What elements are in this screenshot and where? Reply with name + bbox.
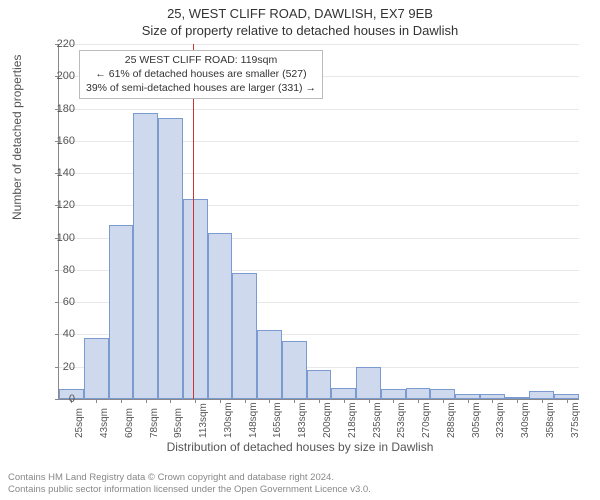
x-tick [146, 399, 147, 403]
x-tick-label: 375sqm [570, 402, 581, 438]
y-tick-label: 220 [45, 38, 75, 50]
histogram-bar [430, 389, 455, 399]
x-tick-label: 25sqm [74, 408, 85, 438]
histogram-bar [158, 118, 183, 399]
y-axis-label: Number of detached properties [10, 55, 24, 220]
y-tick-label: 0 [45, 393, 75, 405]
x-tick [269, 399, 270, 403]
y-tick-label: 140 [45, 167, 75, 179]
grid-line [59, 44, 579, 45]
x-tick [542, 399, 543, 403]
y-tick-label: 60 [45, 296, 75, 308]
y-tick-label: 200 [45, 70, 75, 82]
x-tick [294, 399, 295, 403]
histogram-bar [109, 225, 134, 399]
x-tick-label: 95sqm [173, 408, 184, 438]
x-axis-label: Distribution of detached houses by size … [0, 440, 600, 454]
histogram-bar [381, 389, 406, 399]
footer-line-2: Contains public sector information licen… [8, 484, 371, 496]
x-tick [418, 399, 419, 403]
x-tick-label: 60sqm [124, 408, 135, 438]
plot-area: 25 WEST CLIFF ROAD: 119sqm ← 61% of deta… [58, 44, 579, 400]
x-tick-label: 323sqm [495, 402, 506, 438]
y-tick-label: 80 [45, 264, 75, 276]
x-tick [319, 399, 320, 403]
x-tick [170, 399, 171, 403]
y-tick-label: 160 [45, 135, 75, 147]
x-tick [393, 399, 394, 403]
annotation-line-1: 25 WEST CLIFF ROAD: 119sqm [86, 53, 316, 67]
x-tick [468, 399, 469, 403]
x-tick-label: 270sqm [421, 402, 432, 438]
x-tick-label: 358sqm [545, 402, 556, 438]
histogram-bar [133, 113, 158, 399]
chart-subtitle: Size of property relative to detached ho… [0, 21, 600, 38]
x-tick-label: 305sqm [471, 402, 482, 438]
y-tick-label: 20 [45, 361, 75, 373]
x-tick-label: 130sqm [223, 402, 234, 438]
x-tick [443, 399, 444, 403]
footer-credits: Contains HM Land Registry data © Crown c… [8, 472, 371, 496]
x-tick-label: 218sqm [347, 402, 358, 438]
x-tick [517, 399, 518, 403]
x-tick-label: 200sqm [322, 402, 333, 438]
x-tick [121, 399, 122, 403]
histogram-bar [232, 273, 257, 399]
x-tick-label: 235sqm [372, 402, 383, 438]
y-tick-label: 120 [45, 199, 75, 211]
histogram-bar [183, 199, 208, 399]
footer-line-1: Contains HM Land Registry data © Crown c… [8, 472, 371, 484]
histogram-bar [406, 388, 431, 399]
x-tick-label: 43sqm [99, 408, 110, 438]
x-tick [220, 399, 221, 403]
x-tick [96, 399, 97, 403]
histogram-bar [257, 330, 282, 399]
y-tick-label: 40 [45, 328, 75, 340]
x-tick-label: 340sqm [520, 402, 531, 438]
histogram-bar [529, 391, 554, 399]
x-tick-label: 165sqm [272, 402, 283, 438]
x-tick-label: 253sqm [396, 402, 407, 438]
x-tick-label: 78sqm [149, 408, 160, 438]
x-tick-label: 113sqm [198, 403, 209, 438]
annotation-line-3: 39% of semi-detached houses are larger (… [86, 81, 316, 95]
y-tick-label: 180 [45, 103, 75, 115]
histogram-bar [356, 367, 381, 399]
annotation-line-2: ← 61% of detached houses are smaller (52… [86, 67, 316, 81]
x-tick [245, 399, 246, 403]
x-tick-label: 288sqm [446, 402, 457, 438]
histogram-bar [84, 338, 109, 399]
y-tick-label: 100 [45, 232, 75, 244]
histogram-bar [282, 341, 307, 399]
chart-container: 25, WEST CLIFF ROAD, DAWLISH, EX7 9EB Si… [0, 0, 600, 500]
x-tick-label: 148sqm [248, 402, 259, 438]
histogram-bar [331, 388, 356, 399]
x-tick [344, 399, 345, 403]
x-tick [369, 399, 370, 403]
annotation-box: 25 WEST CLIFF ROAD: 119sqm ← 61% of deta… [79, 50, 323, 99]
grid-line [59, 109, 579, 110]
histogram-bar [208, 233, 233, 399]
chart-title: 25, WEST CLIFF ROAD, DAWLISH, EX7 9EB [0, 0, 600, 21]
x-tick [195, 399, 196, 403]
x-tick [492, 399, 493, 403]
x-tick-label: 183sqm [297, 402, 308, 438]
x-tick [567, 399, 568, 403]
histogram-bar [307, 370, 332, 399]
